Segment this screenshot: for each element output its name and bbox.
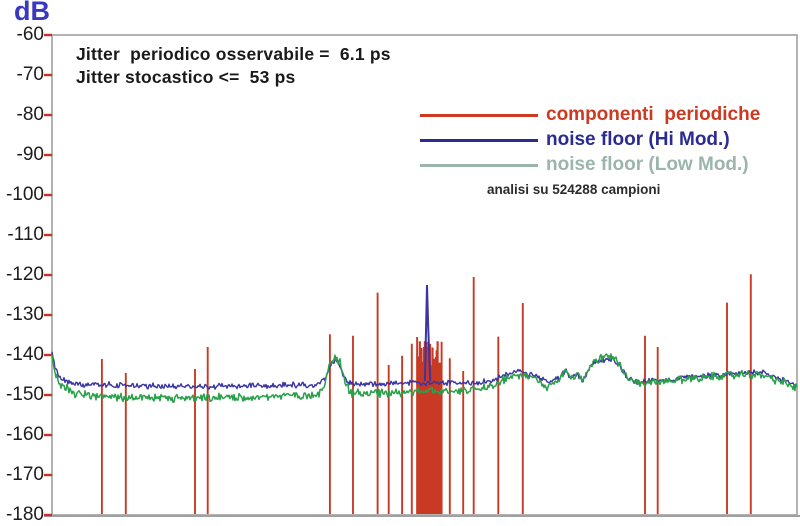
legend-line-noise-floor-low-mod bbox=[420, 164, 538, 167]
samples-count-note: analisi su 524288 campioni bbox=[487, 182, 661, 197]
y-axis-unit-label: dB bbox=[14, 0, 50, 26]
y-tick-label: -110 bbox=[7, 224, 44, 245]
annotation-stochastic-jitter: Jitter stocastico <= 53 ps bbox=[76, 67, 296, 87]
y-tick-label: -70 bbox=[16, 64, 44, 85]
annotation-periodic-jitter: Jitter periodico osservabile = 6.1 ps bbox=[76, 44, 391, 64]
y-tick-label: -160 bbox=[5, 424, 44, 445]
y-tick-label: -100 bbox=[5, 184, 44, 205]
y-tick-label: -140 bbox=[5, 344, 44, 365]
y-tick-label: -90 bbox=[16, 144, 44, 165]
y-tick-label: -150 bbox=[5, 384, 44, 405]
legend-line-noise-floor-hi-mod bbox=[420, 139, 538, 142]
legend-label-periodic-components: componenti periodiche bbox=[546, 104, 761, 125]
y-tick-label: -170 bbox=[5, 464, 44, 485]
y-tick-label: -80 bbox=[16, 104, 44, 125]
y-tick-label: -130 bbox=[5, 304, 44, 325]
y-tick-label: -120 bbox=[5, 264, 44, 285]
y-tick-label: -60 bbox=[16, 24, 44, 45]
legend-line-periodic-components bbox=[420, 114, 538, 117]
y-tick-label: -180 bbox=[5, 504, 44, 525]
legend-label-noise-floor-hi-mod: noise floor (Hi Mod.) bbox=[546, 129, 730, 150]
legend-label-noise-floor-low-mod: noise floor (Low Mod.) bbox=[546, 154, 749, 175]
